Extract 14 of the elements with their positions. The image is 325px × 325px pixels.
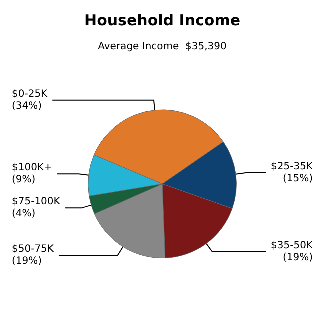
chart-subtitle: Average Income $35,390 xyxy=(98,42,227,52)
slice-label: $50-75K xyxy=(12,244,54,255)
data-label: (9%) xyxy=(12,174,36,186)
slice-label: $35-50K xyxy=(271,240,314,252)
data-label: (34%) xyxy=(12,100,42,112)
data-label: (4%) xyxy=(12,208,36,220)
data-label: (19%) xyxy=(282,252,314,264)
slice-label: $25-35K xyxy=(271,162,314,172)
slice-label: $100K+ xyxy=(12,162,52,174)
chart-title: Household Income xyxy=(84,12,240,30)
data-label: (19%) xyxy=(12,256,42,267)
data-label: (15%) xyxy=(282,174,314,184)
slice-label: $0-25K xyxy=(12,88,48,100)
slice-label: $75-100K xyxy=(12,196,61,208)
